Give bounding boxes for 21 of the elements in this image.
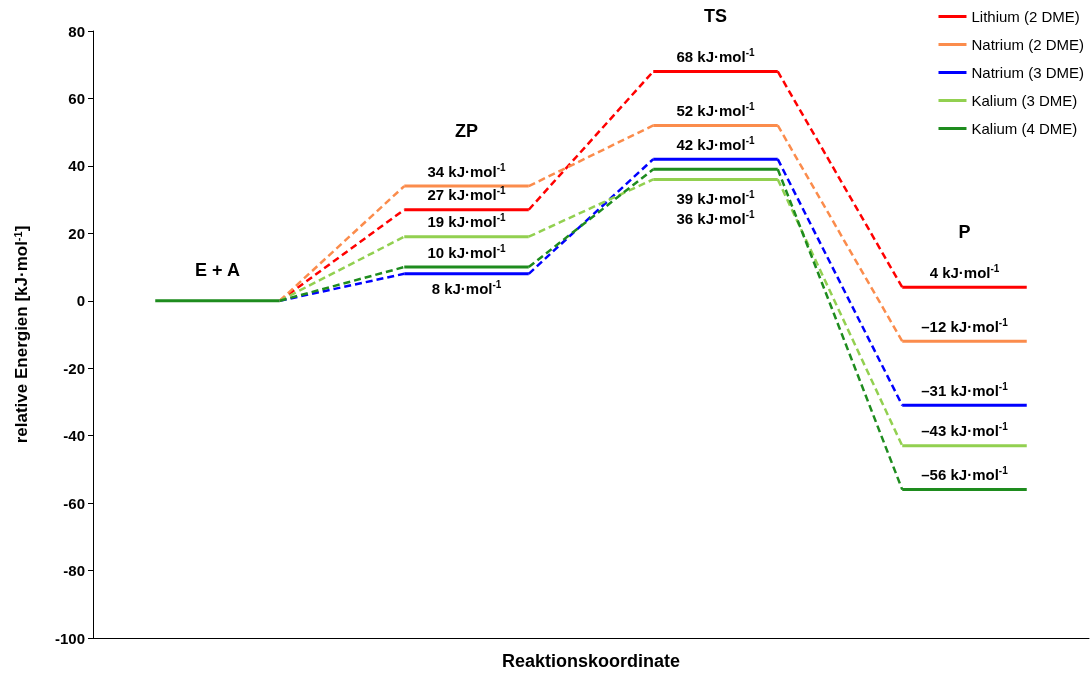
legend-label: Kalium (4 DME) — [971, 120, 1078, 137]
y-tick-label: 0 — [76, 292, 85, 310]
y-tick-label: 80 — [68, 22, 85, 40]
y-tick-label: -100 — [54, 629, 85, 647]
annotation: ZP — [454, 121, 479, 142]
y-tick-label: -80 — [63, 562, 85, 580]
legend-label: Natrium (3 DME) — [971, 64, 1085, 81]
y-tick-label: -20 — [63, 359, 85, 377]
y-tick-label: 40 — [68, 157, 85, 175]
text: TS — [703, 6, 728, 27]
annotation: P — [958, 222, 971, 243]
y-tick-label: -40 — [63, 427, 85, 445]
x-axis-title: Reaktionskoordinate — [501, 651, 681, 671]
annotation: E + A — [195, 259, 240, 280]
y-axis-title: relative Energien [kJ·mol-1] — [11, 225, 31, 444]
y-tick-label: 20 — [68, 224, 85, 242]
legend-label: Natrium (2 DME) — [971, 36, 1085, 53]
y-tick-label: 60 — [68, 89, 85, 107]
legend-label: Lithium (2 DME) — [971, 8, 1080, 25]
legend-label: Kalium (3 DME) — [971, 92, 1078, 109]
y-tick-label: -60 — [63, 494, 85, 512]
